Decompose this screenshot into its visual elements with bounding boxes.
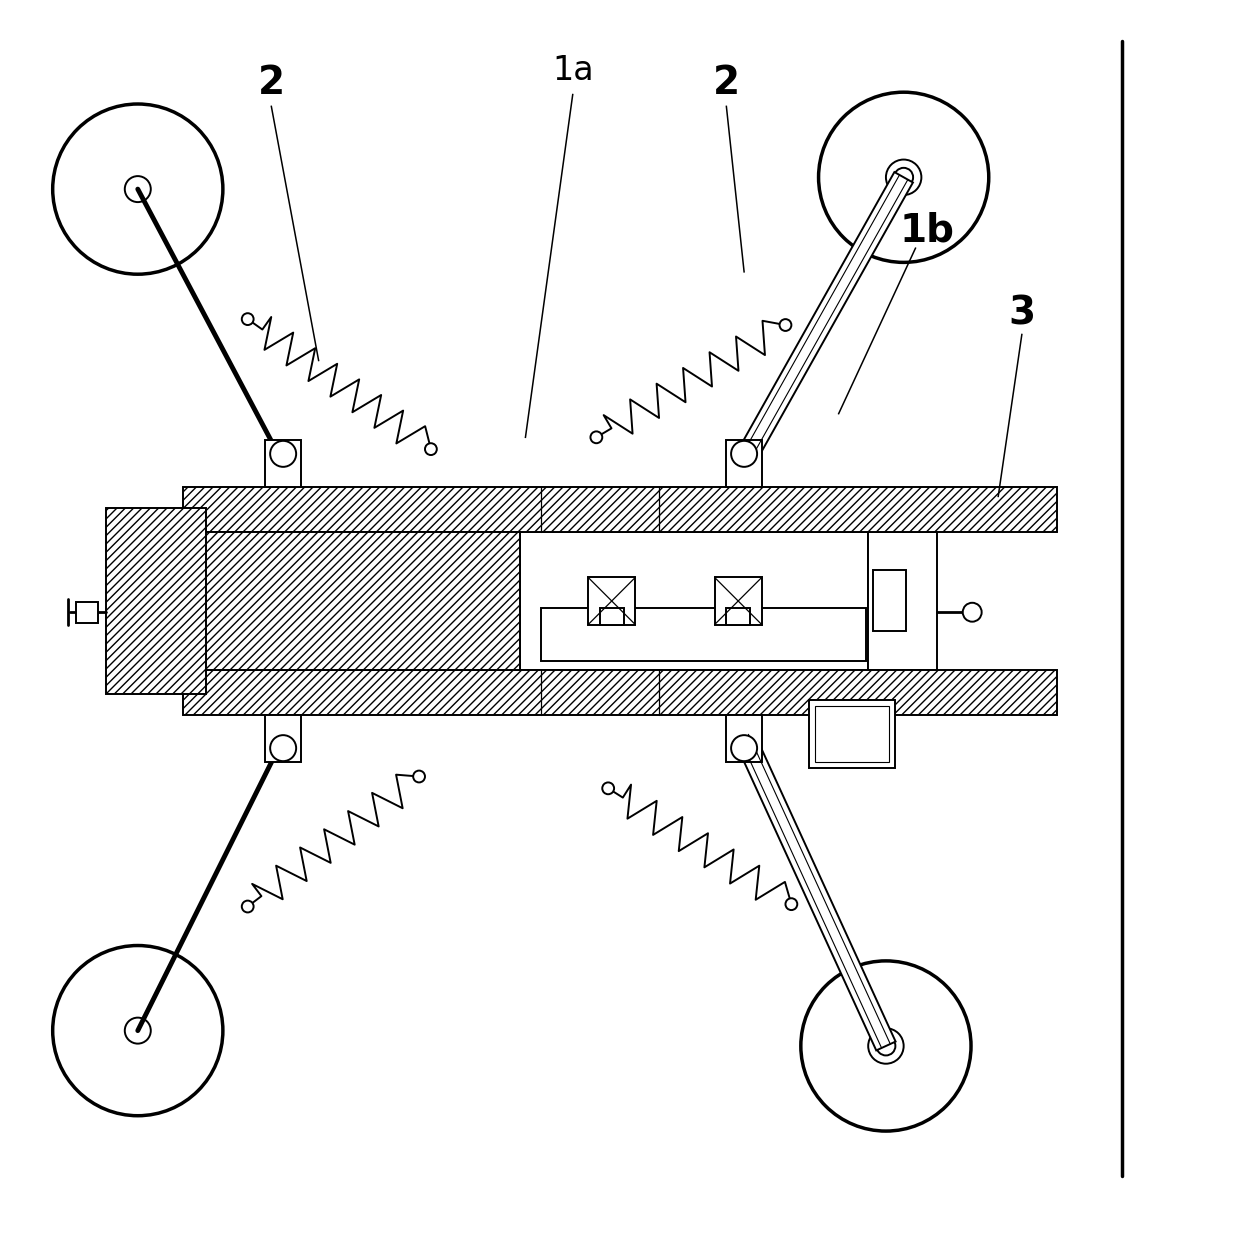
Circle shape (780, 319, 791, 331)
Bar (265, 715, 301, 762)
Text: 1a: 1a (552, 55, 594, 87)
Circle shape (877, 1036, 895, 1055)
Bar (201, 532, 520, 670)
Text: 1b: 1b (900, 211, 955, 249)
Circle shape (125, 176, 151, 202)
Circle shape (52, 946, 223, 1116)
Bar (868, 532, 936, 670)
Bar (714, 577, 761, 624)
Circle shape (818, 92, 988, 262)
Text: 2: 2 (713, 63, 740, 102)
Circle shape (885, 160, 921, 195)
Circle shape (125, 1018, 151, 1044)
Bar (77, 602, 98, 623)
Polygon shape (734, 732, 895, 1050)
Circle shape (603, 782, 614, 794)
Bar (588, 577, 635, 624)
Bar (541, 608, 866, 660)
Circle shape (785, 898, 797, 910)
Bar (727, 608, 750, 624)
Circle shape (52, 104, 223, 274)
Circle shape (894, 168, 913, 186)
Bar (600, 608, 624, 624)
Circle shape (590, 432, 603, 443)
Text: 3: 3 (1008, 294, 1035, 333)
Circle shape (270, 735, 296, 761)
Circle shape (732, 735, 758, 761)
Bar (105, 509, 206, 694)
Circle shape (425, 443, 436, 455)
Bar (727, 715, 761, 762)
Bar (727, 439, 761, 486)
Circle shape (242, 901, 254, 912)
Bar (873, 570, 906, 632)
Bar (182, 670, 1058, 715)
Circle shape (270, 441, 296, 467)
Circle shape (962, 603, 982, 622)
Circle shape (413, 771, 425, 782)
Text: 2: 2 (258, 63, 285, 102)
Bar (265, 439, 301, 486)
Circle shape (732, 441, 758, 467)
Polygon shape (735, 172, 913, 467)
Circle shape (868, 1029, 904, 1064)
Circle shape (242, 313, 254, 325)
Circle shape (801, 961, 971, 1131)
Bar (815, 706, 889, 762)
Bar (182, 486, 1058, 532)
Bar (810, 700, 895, 768)
Bar (520, 532, 868, 670)
